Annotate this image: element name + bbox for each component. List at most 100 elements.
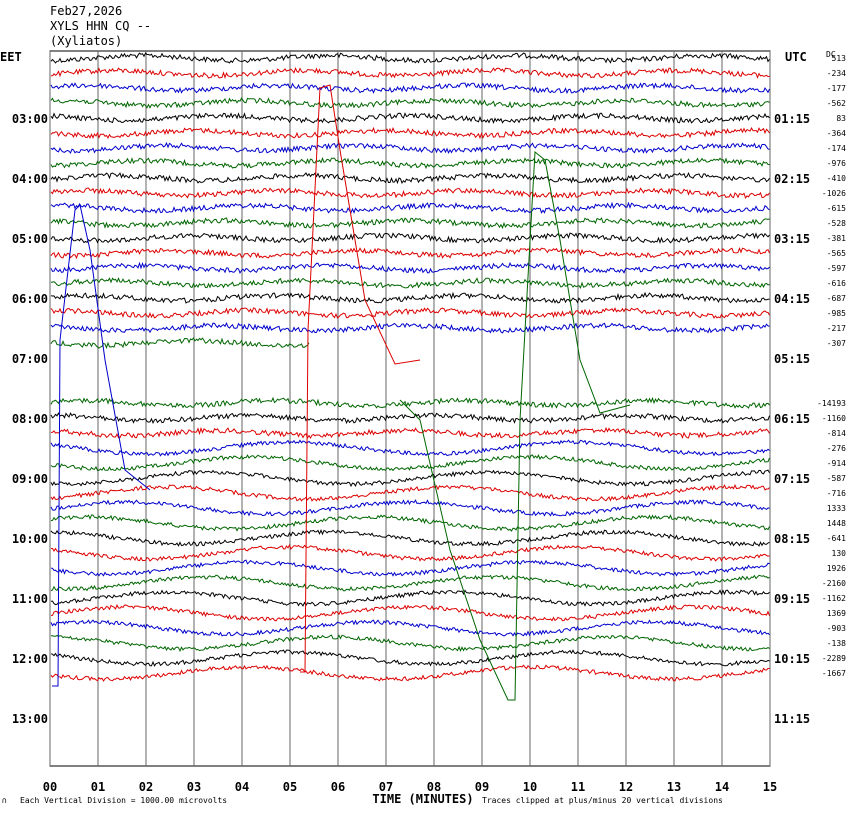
dc-offset-label: -615 — [827, 204, 846, 213]
x-tick-label: 05 — [283, 780, 297, 794]
utc-hour-label: 08:15 — [774, 532, 810, 546]
trace-line — [50, 337, 310, 350]
utc-hour-label: 01:15 — [774, 112, 810, 126]
x-tick-label: 10 — [523, 780, 537, 794]
dc-offset-label: 1926 — [827, 564, 846, 573]
dc-offset-label: -903 — [827, 624, 846, 633]
trace-line — [50, 307, 770, 319]
utc-hour-label: 11:15 — [774, 712, 810, 726]
seismic-traces — [50, 52, 770, 701]
x-tick-label: 07 — [379, 780, 393, 794]
x-tick-label: 08 — [427, 780, 441, 794]
x-tick-label: 14 — [715, 780, 729, 794]
trace-line — [50, 187, 770, 199]
eet-hour-label: 07:00 — [12, 352, 48, 366]
axis-labels: 00 01 02 03 04 05 06 07 08 09 10 11 12 13 14 15 513 -234 -… — [0, 50, 846, 806]
trace-line — [50, 499, 770, 517]
utc-hour-label: 04:15 — [774, 292, 810, 306]
trace-line — [50, 112, 770, 124]
utc-hour-label: 06:15 — [774, 412, 810, 426]
dc-offset-label: -565 — [827, 249, 846, 258]
trace-line — [50, 634, 770, 653]
trace-line — [50, 514, 770, 532]
trace-line — [50, 426, 770, 440]
utc-hour-label: 05:15 — [774, 352, 810, 366]
dc-offset-label: -641 — [827, 534, 846, 543]
left-timezone-label: EET — [0, 50, 22, 64]
x-tick-label: 13 — [667, 780, 681, 794]
eet-hour-label: 08:00 — [12, 412, 48, 426]
x-tick-label: 12 — [619, 780, 633, 794]
x-tick-label: 15 — [763, 780, 777, 794]
trace-line — [50, 589, 770, 607]
clipped-trace-segment — [399, 151, 631, 701]
dc-offset-label: -687 — [827, 294, 846, 303]
x-tick-label: 11 — [571, 780, 585, 794]
dc-offset-label: -976 — [827, 159, 846, 168]
trace-line — [50, 454, 770, 472]
x-tick-label: 09 — [475, 780, 489, 794]
x-tick-label: 01 — [91, 780, 105, 794]
trace-line — [50, 217, 770, 230]
eet-hour-label: 12:00 — [12, 652, 48, 666]
dc-offset-label: -234 — [827, 69, 846, 78]
dc-offset-label: -381 — [827, 234, 846, 243]
dc-offset-label: -307 — [827, 339, 846, 348]
dc-offset-label: -1667 — [822, 669, 846, 678]
trace-line — [50, 141, 770, 155]
dc-offset-label: -1026 — [822, 189, 846, 198]
trace-line — [50, 664, 770, 682]
trace-line — [50, 261, 770, 275]
trace-line — [50, 528, 770, 547]
trace-line — [50, 412, 770, 425]
dc-offset-label: -410 — [827, 174, 846, 183]
dc-offset-label: -138 — [827, 639, 846, 648]
trace-line — [50, 52, 770, 64]
dc-offset-label: -364 — [827, 129, 846, 138]
dc-offset-label: -587 — [827, 474, 846, 483]
trace-line — [50, 201, 770, 214]
trace-line — [50, 619, 770, 637]
trace-line — [50, 232, 770, 245]
dc-offset-label: 1333 — [827, 504, 846, 513]
x-tick-label: 03 — [187, 780, 201, 794]
dc-offset-label: -1162 — [822, 594, 846, 603]
trace-line — [50, 439, 770, 457]
footer-mark: ∩ — [2, 796, 7, 805]
dc-offset-label: -985 — [827, 309, 846, 318]
dc-offset-label: 1448 — [827, 519, 846, 528]
dc-offset-label: -1160 — [822, 414, 846, 423]
footer-scale-note: Each Vertical Division = 1000.00 microvo… — [20, 796, 227, 805]
dc-offset-label: -716 — [827, 489, 846, 498]
dc-offset-label: -914 — [827, 459, 846, 468]
trace-line — [50, 171, 770, 185]
date-label: Feb27,2026 — [50, 4, 123, 18]
trace-line — [50, 126, 770, 140]
trace-line — [50, 82, 770, 95]
header: Feb27,2026 XYLS HHN CQ -- (Xyliatos) — [50, 4, 151, 49]
utc-hour-label: 09:15 — [774, 592, 810, 606]
right-timezone-label: UTC — [785, 50, 807, 64]
x-tick-label: 02 — [139, 780, 153, 794]
trace-line — [50, 156, 770, 170]
x-axis-title: TIME (MINUTES) — [372, 792, 473, 806]
dc-offset-label: 513 — [832, 54, 847, 63]
eet-hour-label: 04:00 — [12, 172, 48, 186]
trace-line — [50, 291, 770, 304]
dc-offset-label: 1369 — [827, 609, 846, 618]
trace-line — [50, 559, 770, 577]
dc-offset-label: -562 — [827, 99, 846, 108]
trace-line — [50, 97, 770, 109]
dc-offset-label: -616 — [827, 279, 846, 288]
clipped-trace-segment — [52, 204, 151, 687]
dc-offset-label: -217 — [827, 324, 846, 333]
eet-hour-label: 03:00 — [12, 112, 48, 126]
grid-lines — [49, 50, 771, 767]
trace-line — [51, 66, 770, 79]
trace-line — [50, 483, 770, 502]
footer-clip-note: Traces clipped at plus/minus 20 vertical… — [482, 796, 723, 805]
utc-hour-label: 10:15 — [774, 652, 810, 666]
trace-line — [50, 649, 770, 667]
trace-line — [50, 574, 770, 592]
